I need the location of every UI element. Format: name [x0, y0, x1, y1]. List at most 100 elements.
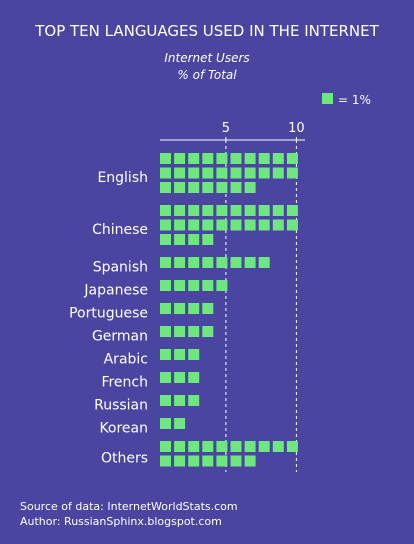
square-english-3	[188, 153, 200, 164]
square-english-5	[216, 153, 228, 164]
square-chinese-5	[216, 205, 228, 216]
square-spanish-6	[230, 257, 242, 268]
chart-title: TOP TEN LANGUAGES USED IN THE INTERNET	[34, 22, 379, 40]
square-french-2	[174, 372, 186, 383]
square-chinese-12	[174, 219, 186, 231]
square-english-23	[188, 182, 200, 193]
category-label-portuguese: Portuguese	[69, 305, 148, 321]
square-english-6	[230, 153, 242, 164]
square-english-12	[174, 167, 186, 179]
square-chinese-19	[272, 219, 284, 231]
x-tick-label-10: 10	[288, 121, 305, 136]
square-french-3	[188, 372, 200, 383]
square-others-17	[244, 455, 256, 467]
square-spanish-1	[160, 257, 171, 268]
x-ticks: 5 10	[222, 121, 305, 472]
square-others-14	[202, 455, 214, 467]
square-german-2	[174, 326, 186, 337]
chart-subtitle-2: % of Total	[177, 68, 237, 82]
square-spanish-2	[174, 257, 186, 268]
square-chinese-6	[230, 205, 242, 216]
square-chinese-20	[286, 219, 298, 231]
square-japanese-5	[216, 280, 228, 291]
square-others-5	[216, 441, 228, 452]
category-label-japanese: Japanese	[83, 282, 148, 298]
square-others-6	[230, 441, 242, 452]
square-japanese-2	[174, 280, 186, 291]
square-others-16	[230, 455, 242, 467]
square-others-7	[244, 441, 256, 452]
square-spanish-5	[216, 257, 228, 268]
square-others-11	[160, 455, 171, 467]
category-label-arabic: Arabic	[104, 351, 148, 367]
square-arabic-2	[174, 349, 186, 360]
square-english-17	[244, 167, 256, 179]
square-others-10	[286, 441, 298, 452]
square-chinese-14	[202, 219, 214, 231]
square-spanish-4	[202, 257, 214, 268]
square-chinese-24	[202, 234, 214, 245]
square-english-22	[174, 182, 186, 193]
square-japanese-3	[188, 280, 200, 291]
square-german-4	[202, 326, 214, 337]
square-english-26	[230, 182, 242, 193]
category-label-german: German	[92, 328, 148, 344]
legend-swatch	[322, 93, 333, 104]
square-chinese-11	[160, 219, 171, 231]
square-russian-2	[174, 395, 186, 406]
square-others-15	[216, 455, 228, 467]
square-portuguese-2	[174, 303, 186, 314]
square-chinese-15	[216, 219, 228, 231]
square-chinese-13	[188, 219, 200, 231]
category-label-spanish: Spanish	[93, 259, 148, 275]
square-chinese-4	[202, 205, 214, 216]
category-label-korean: Korean	[99, 420, 148, 436]
square-english-1	[160, 153, 171, 164]
square-chinese-23	[188, 234, 200, 245]
square-chinese-17	[244, 219, 256, 231]
chart-subtitle-1: Internet Users	[164, 51, 249, 65]
square-arabic-1	[160, 349, 171, 360]
square-chinese-1	[160, 205, 171, 216]
square-english-19	[272, 167, 284, 179]
square-english-4	[202, 153, 214, 164]
category-label-others: Others	[101, 451, 148, 467]
author-text: Author: RussianSphinx.blogspot.com	[20, 515, 222, 528]
square-chinese-18	[258, 219, 270, 231]
square-portuguese-4	[202, 303, 214, 314]
square-chinese-16	[230, 219, 242, 231]
square-others-13	[188, 455, 200, 467]
square-others-3	[188, 441, 200, 452]
square-english-16	[230, 167, 242, 179]
square-others-1	[160, 441, 171, 452]
square-portuguese-3	[188, 303, 200, 314]
square-spanish-7	[244, 257, 256, 268]
square-english-13	[188, 167, 200, 179]
square-others-12	[174, 455, 186, 467]
square-english-2	[174, 153, 186, 164]
square-english-18	[258, 167, 270, 179]
square-arabic-3	[188, 349, 200, 360]
square-korean-1	[160, 418, 171, 429]
square-english-15	[216, 167, 228, 179]
square-chinese-2	[174, 205, 186, 216]
square-german-1	[160, 326, 171, 337]
category-label-english: English	[97, 170, 148, 186]
square-chinese-22	[174, 234, 186, 245]
square-others-4	[202, 441, 214, 452]
square-english-9	[272, 153, 284, 164]
category-labels: English Chinese Spanish Japanese Portuguese G…	[69, 170, 148, 467]
square-chinese-8	[258, 205, 270, 216]
square-chinese-10	[286, 205, 298, 216]
square-english-21	[160, 182, 171, 193]
square-japanese-1	[160, 280, 171, 291]
square-english-27	[244, 182, 256, 193]
category-label-chinese: Chinese	[92, 222, 148, 238]
square-english-7	[244, 153, 256, 164]
square-english-10	[286, 153, 298, 164]
square-german-3	[188, 326, 200, 337]
square-chinese-3	[188, 205, 200, 216]
square-korean-2	[174, 418, 186, 429]
